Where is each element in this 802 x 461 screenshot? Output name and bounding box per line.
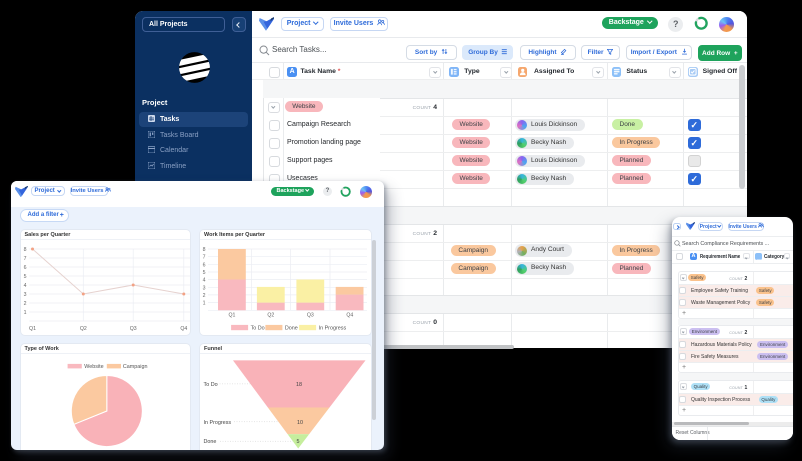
svg-text:Done: Done — [285, 325, 298, 331]
svg-text:Q2: Q2 — [267, 313, 274, 319]
svg-text:1: 1 — [23, 310, 26, 316]
svg-text:10: 10 — [297, 419, 303, 425]
svg-text:Q4: Q4 — [346, 313, 353, 319]
svg-text:3: 3 — [23, 292, 26, 298]
svg-text:3: 3 — [203, 285, 206, 291]
svg-text:Q3: Q3 — [307, 313, 314, 319]
svg-text:5: 5 — [203, 270, 206, 276]
svg-text:2: 2 — [23, 301, 26, 307]
svg-text:6: 6 — [203, 262, 206, 268]
svg-text:To Do: To Do — [251, 325, 265, 331]
svg-text:5: 5 — [297, 439, 300, 445]
svg-text:To Do: To Do — [204, 381, 218, 387]
svg-text:Q4: Q4 — [180, 326, 187, 332]
svg-text:1: 1 — [203, 301, 206, 307]
svg-text:7: 7 — [203, 255, 206, 261]
svg-text:18: 18 — [296, 381, 302, 387]
svg-text:In Progress: In Progress — [319, 325, 347, 331]
svg-text:Q3: Q3 — [129, 326, 136, 332]
svg-text:8: 8 — [203, 247, 206, 253]
svg-text:Q2: Q2 — [79, 326, 86, 332]
svg-text:Q1: Q1 — [228, 313, 235, 319]
svg-text:5: 5 — [23, 274, 26, 280]
svg-text:Website: Website — [84, 364, 103, 370]
svg-text:8: 8 — [23, 247, 26, 253]
svg-text:Done: Done — [204, 439, 217, 445]
svg-text:4: 4 — [203, 278, 206, 284]
svg-text:Campaign: Campaign — [122, 364, 147, 370]
svg-text:2: 2 — [203, 293, 206, 299]
svg-text:Q1: Q1 — [29, 326, 36, 332]
svg-text:7: 7 — [23, 256, 26, 262]
svg-text:4: 4 — [23, 283, 26, 289]
svg-text:6: 6 — [23, 265, 26, 271]
svg-text:In Progress: In Progress — [204, 419, 232, 425]
